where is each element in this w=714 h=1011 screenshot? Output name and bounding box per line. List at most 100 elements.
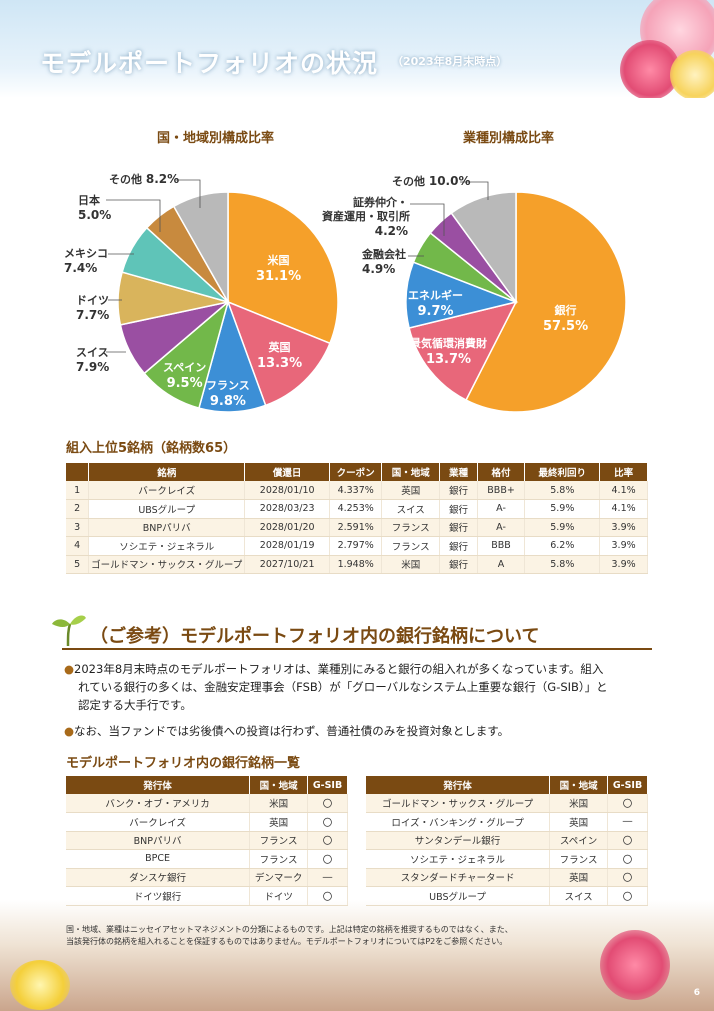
leader-line (460, 181, 489, 200)
pie2-slice-5 (450, 191, 517, 305)
top5-col-header: 格付 (477, 463, 526, 481)
note-bullet-2: ●なお、当ファンドでは劣後債への投資は行わず、普通社債のみを投資対象とします。 (64, 724, 510, 738)
flower-decoration (600, 930, 670, 1000)
table-cell: 英国 (549, 868, 609, 887)
table-cell: ソシエテ・ジェネラル (88, 536, 246, 556)
pie1-label-japan: 日本 5.0% (78, 194, 112, 222)
table-cell: 4.1% (599, 481, 648, 500)
page-title: モデルポートフォリオの状況 (40, 49, 379, 78)
table-cell: フランス (381, 518, 441, 537)
table-cell: ゴールドマン・サックス・グループ (88, 555, 246, 574)
top5-table: 銘柄 償還日 クーポン 国・地域 業種 格付 最終利回り 比率 1 バークレイズ 2028/01/… (66, 463, 648, 574)
table-row: BNPパリバ フランス〇 (66, 831, 348, 850)
top5-col-header: 最終利回り (524, 463, 601, 481)
table-cell: 〇 (607, 868, 648, 887)
table-cell: 銀行 (439, 499, 478, 519)
table-cell: 5.8% (524, 481, 601, 500)
table-cell: ダンスケ銀行 (66, 868, 251, 887)
table-cell: 銀行 (439, 518, 478, 537)
page-header (0, 0, 714, 98)
table-row: 3 BNPパリバ 2028/01/20 2.591% フランス 銀行 A- 5.9% 3.9% (66, 518, 648, 537)
table-cell: 4.253% (329, 499, 383, 519)
pie1-label-mexico: メキシコ 7.4% (64, 247, 108, 275)
table-cell: フランス (249, 849, 309, 869)
top5-col-header: クーポン (329, 463, 383, 481)
table-cell: フランス (381, 536, 441, 556)
table-row: ダンスケ銀行 デンマーク ― (66, 868, 348, 887)
table-cell: バンク・オブ・アメリカ (66, 794, 251, 813)
pie1-inlabel-spain: スペイン 9.5% (163, 361, 207, 391)
banks-heading: モデルポートフォリオ内の銀行銘柄一覧 (66, 756, 301, 771)
table-cell: ― (307, 868, 348, 887)
table-cell: 1 (66, 481, 90, 500)
pie2-inlabel-cyclical: 景気循環消費財 13.7% (410, 337, 487, 367)
table-cell: ゴールドマン・サックス・グループ (366, 794, 551, 813)
top5-col-header (66, 463, 90, 481)
table-cell: BPCE (66, 849, 251, 869)
note-divider (62, 648, 652, 650)
note-title: （ご参考）モデルポートフォリオ内の銀行銘柄について (90, 626, 540, 647)
table-cell: A- (477, 518, 526, 537)
table-cell: UBSグループ (88, 499, 246, 519)
top5-col-header: 銘柄 (88, 463, 246, 481)
table-cell: 2 (66, 499, 90, 519)
table-cell: 5.8% (524, 555, 601, 574)
table-cell: 2028/01/19 (244, 536, 331, 556)
table-cell: 〇 (307, 794, 348, 813)
table-cell: 2.797% (329, 536, 383, 556)
table-row: 5 ゴールドマン・サックス・グループ 2027/10/21 1.948% 米国 銀行 A 5.… (66, 555, 648, 574)
table-cell: 米国 (249, 794, 309, 813)
table-cell: 2028/01/10 (244, 481, 331, 500)
table-cell: ― (607, 812, 648, 832)
pie2-inlabel-bank: 銀行 57.5% (543, 304, 589, 334)
table-cell: 〇 (307, 812, 348, 832)
table-row: 1 バークレイズ 2028/01/10 4.337% 英国 銀行 BBB+ 5.8% 4.1% (66, 481, 648, 500)
banks-col-header: 国・地域 (549, 776, 609, 794)
table-cell: フランス (549, 849, 609, 869)
banks-table-right: 発行体 国・地域 G-SIB ゴールドマン・サックス・グループ 米国〇ロイズ・バンキン… (366, 776, 648, 906)
pie1-label-germany: ドイツ 7.7% (76, 294, 110, 322)
table-cell: 3.9% (599, 555, 648, 574)
banks-col-header: G-SIB (307, 776, 348, 794)
table-cell: 4.337% (329, 481, 383, 500)
table-cell: 6.2% (524, 536, 601, 556)
table-row: バークレイズ 英国〇 (66, 812, 348, 832)
banks-col-header: 国・地域 (249, 776, 309, 794)
table-row: スタンダードチャータード 英国〇 (366, 868, 648, 887)
note-bullet-1: ●2023年8月末時点のモデルポートフォリオは、業種別にみると銀行の組入れが多く… (64, 662, 608, 712)
footnote: 国・地域、業種はニッセイアセットマネジメントの分類によるものです。上記は特定の銘… (66, 925, 513, 946)
leader-line (106, 199, 161, 232)
table-cell: 英国 (249, 812, 309, 832)
top5-heading: 組入上位5銘柄（銘柄数65） (66, 441, 237, 456)
pie2-slice-0 (465, 191, 627, 413)
table-cell: 4.1% (599, 499, 648, 519)
pie1-slice-0 (227, 191, 339, 345)
table-row: ロイズ・バンキング・グループ 英国 ― (366, 812, 648, 832)
table-cell: 〇 (307, 831, 348, 850)
pie2-label-securities: 証券仲介・ 資産運用・取引所 4.2% (322, 196, 410, 238)
banks-col-header: G-SIB (607, 776, 648, 794)
table-cell: BBB (477, 536, 526, 556)
top5-col-header: 償還日 (244, 463, 331, 481)
table-cell: 米国 (381, 555, 441, 574)
table-cell: 2028/03/23 (244, 499, 331, 519)
pie1-inlabel-us: 米国 31.1% (256, 254, 302, 284)
table-cell: スペイン (549, 831, 609, 850)
table-cell: BNPパリバ (66, 831, 251, 850)
pie1-label-switzerland: スイス 7.9% (76, 346, 110, 374)
table-cell: サンタンデール銀行 (366, 831, 551, 850)
banks-col-header: 発行体 (366, 776, 551, 794)
table-cell: 〇 (307, 849, 348, 869)
top5-col-header: 国・地域 (381, 463, 441, 481)
flower-decoration (670, 50, 714, 98)
banks-col-header: 発行体 (66, 776, 251, 794)
table-row: ソシエテ・ジェネラル フランス〇 (366, 849, 648, 869)
table-cell: BBB+ (477, 481, 526, 500)
table-cell: 5 (66, 555, 90, 574)
sprout-icon (52, 615, 86, 647)
pie2-title: 業種別構成比率 (463, 131, 555, 146)
table-cell: 2.591% (329, 518, 383, 537)
table-cell: 3.9% (599, 518, 648, 537)
footer-decoration (0, 900, 714, 1011)
pie1-inlabel-france: フランス 9.8% (206, 379, 250, 409)
